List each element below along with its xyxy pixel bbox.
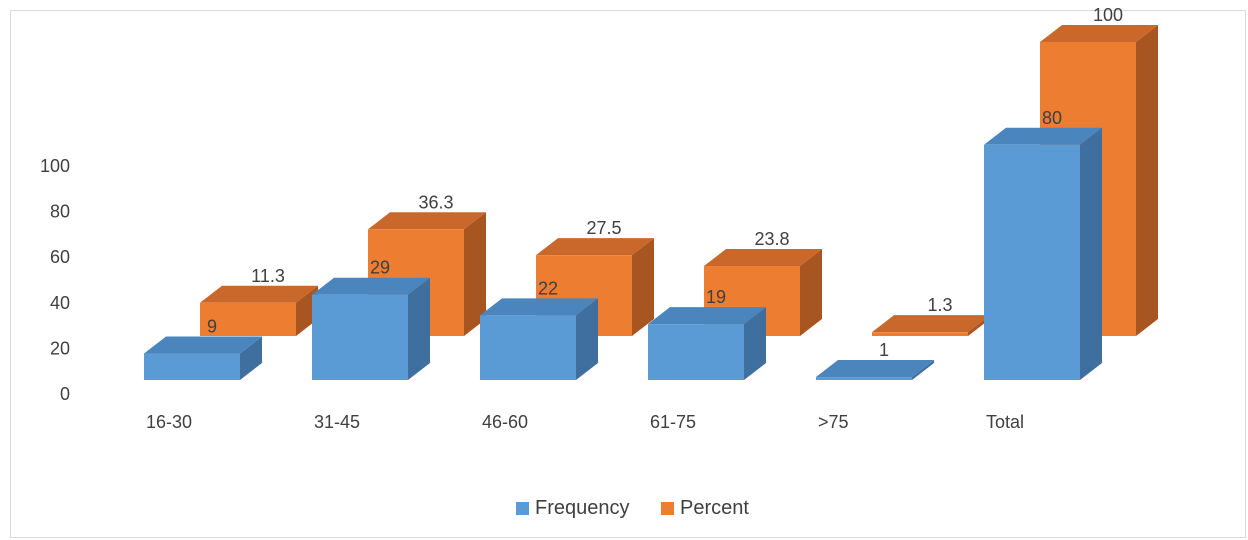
bar-frequency-31-45 [312, 277, 430, 380]
bar-frequency-75 [816, 360, 934, 380]
legend-item-percent: Percent [661, 497, 749, 519]
y-tick-label: 40 [50, 293, 70, 313]
y-axis-ticks: 0 20 40 60 80 100 [40, 156, 70, 404]
bar-top-face [704, 249, 822, 267]
bar-side-face [1080, 127, 1102, 380]
data-label-frequency-total: 80 [1042, 108, 1062, 128]
y-tick-label: 80 [50, 202, 70, 222]
y-tick-label: 0 [60, 384, 70, 404]
data-label-frequency-46-60: 22 [538, 278, 558, 298]
y-tick-label: 100 [40, 156, 70, 176]
data-label-percent-61-75: 23.8 [754, 229, 789, 249]
bar-frequency-16-30 [144, 336, 262, 380]
bar-front-face [312, 294, 408, 380]
bar-side-face [632, 238, 654, 336]
data-label-percent-total: 100 [1093, 5, 1123, 25]
bar-frequency-total [984, 127, 1102, 380]
bar-percent-75 [872, 315, 990, 336]
bar-top-face [144, 336, 262, 354]
bar-side-face [744, 307, 766, 380]
bar-front-face [984, 144, 1080, 380]
category-label-31-45: 31-45 [314, 412, 360, 432]
chart-frame [10, 10, 1246, 538]
category-label-46-60: 46-60 [482, 412, 528, 432]
bar-top-face [872, 315, 990, 333]
data-label-frequency-61-75: 19 [706, 287, 726, 307]
category-label-total: Total [986, 412, 1024, 432]
bar-front-face [816, 377, 912, 380]
data-label-percent-46-60: 27.5 [586, 218, 621, 238]
bar-front-face [648, 324, 744, 380]
bar-top-face [200, 285, 318, 303]
legend-label: Percent [680, 497, 749, 519]
bar-top-face [984, 127, 1102, 145]
bar-frequency-46-60 [480, 298, 598, 380]
data-label-frequency-16-30: 9 [207, 317, 217, 337]
legend-swatch [516, 502, 529, 515]
series-frequency [144, 127, 1102, 380]
category-labels: 16-30 31-45 46-60 61-75 >75 Total [146, 412, 1024, 432]
bar-front-face [144, 353, 240, 380]
legend: Frequency Percent [516, 497, 749, 519]
bar-top-face [648, 307, 766, 325]
category-label-16-30: 16-30 [146, 412, 192, 432]
bar-top-face [368, 212, 486, 230]
category-label-61-75: 61-75 [650, 412, 696, 432]
bar-side-face [464, 212, 486, 336]
data-label-frequency-75: 1 [879, 340, 889, 360]
bar-front-face [872, 332, 968, 336]
bar-side-face [240, 336, 262, 380]
bar-frequency-61-75 [648, 307, 766, 380]
category-label-75: >75 [818, 412, 849, 432]
bar-percent-16-30 [200, 285, 318, 336]
bar-top-face [312, 277, 430, 295]
legend-swatch [661, 502, 674, 515]
y-tick-label: 20 [50, 338, 70, 358]
data-label-frequency-31-45: 29 [370, 258, 390, 278]
y-tick-label: 60 [50, 247, 70, 267]
data-label-percent-75: 1.3 [927, 295, 952, 315]
bar-side-face [1136, 25, 1158, 336]
legend-item-frequency: Frequency [516, 497, 630, 519]
bar-top-face [536, 238, 654, 256]
legend-label: Frequency [535, 497, 630, 519]
bar-top-face [1040, 25, 1158, 42]
bar-side-face [800, 249, 822, 336]
bar-front-face [200, 302, 296, 336]
bar-side-face [576, 298, 598, 380]
bar-side-face [408, 277, 430, 380]
data-label-percent-16-30: 11.3 [251, 266, 285, 286]
bar-side-face [912, 360, 934, 380]
data-labels: 11.3 36.3 27.5 23.8 1.3 100 9 29 22 19 1 80 [207, 5, 1123, 360]
bar-front-face [480, 315, 576, 380]
data-label-percent-31-45: 36.3 [418, 192, 453, 212]
bar-top-face [816, 360, 934, 378]
bar-top-face [480, 298, 598, 316]
